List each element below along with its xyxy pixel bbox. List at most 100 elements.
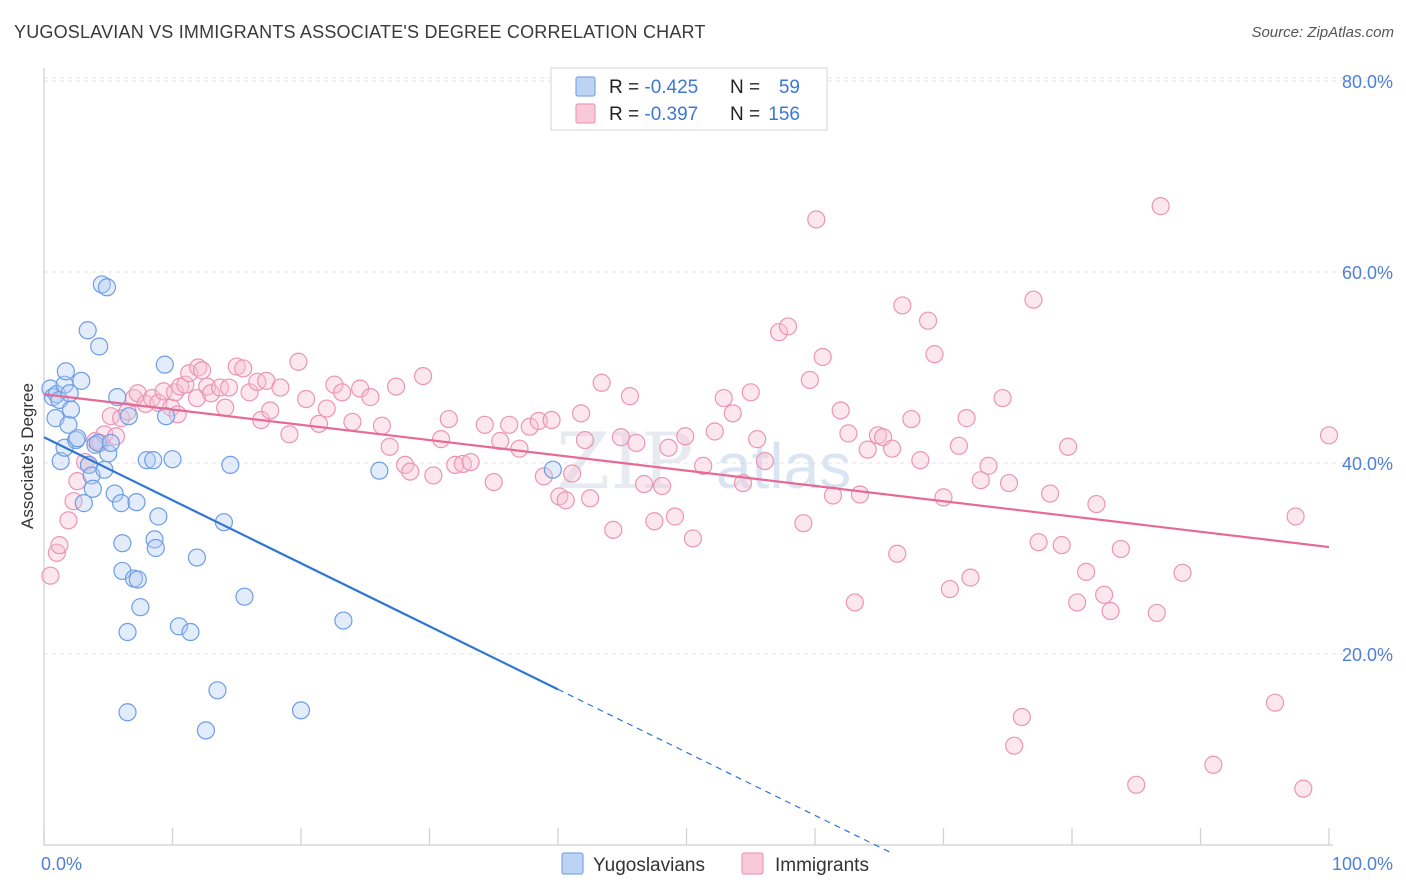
immigrants-point xyxy=(165,383,185,402)
immigrants-point xyxy=(1059,437,1078,456)
yugoslavians-point xyxy=(187,548,207,567)
immigrants-points xyxy=(41,197,1339,798)
x-tick-label-min: 0.0% xyxy=(41,854,82,874)
yugoslavians-point xyxy=(105,484,124,503)
immigrants-point xyxy=(993,388,1012,408)
immigrants-point xyxy=(1319,426,1339,445)
immigrants-point xyxy=(317,399,336,418)
immigrants-point xyxy=(882,439,902,458)
immigrants-point xyxy=(1052,536,1071,555)
yugoslavians-point xyxy=(169,617,189,636)
yugoslavians-point xyxy=(92,275,111,294)
immigrants-point xyxy=(1101,601,1120,621)
legend-r-value-2: -0.397 xyxy=(644,104,698,125)
immigrants-point xyxy=(611,428,631,447)
immigrants-point xyxy=(831,401,850,420)
immigrants-point xyxy=(683,529,703,548)
yugoslavians-point xyxy=(543,460,562,479)
immigrants-point xyxy=(888,544,907,563)
legend-n-label-1: N = xyxy=(730,77,760,98)
immigrants-point xyxy=(1029,533,1048,552)
immigrants-point xyxy=(778,317,798,336)
immigrants-point xyxy=(705,422,724,441)
immigrants-point xyxy=(325,375,344,394)
immigrants-point xyxy=(1151,197,1170,216)
yugoslavians-point xyxy=(78,321,97,340)
immigrants-point xyxy=(620,387,640,406)
chart-title: YUGOSLAVIAN VS IMMIGRANTS ASSOCIATE'S DE… xyxy=(14,22,706,42)
immigrants-point xyxy=(604,520,623,539)
x-tick-label-max: 100.0% xyxy=(1332,854,1393,874)
yugoslavians-point xyxy=(221,455,240,475)
immigrants-point xyxy=(343,412,362,432)
yugoslavians-point xyxy=(334,611,353,630)
x-ticks xyxy=(43,828,1330,845)
immigrants-point xyxy=(227,357,246,376)
immigrants-point xyxy=(794,514,813,533)
yugoslavians-point xyxy=(370,461,389,480)
yugoslavians-point xyxy=(56,362,75,381)
immigrants-point xyxy=(176,375,195,394)
immigrants-point xyxy=(280,425,299,444)
immigrants-point xyxy=(893,296,912,315)
legend-r-value-1: -0.425 xyxy=(644,77,698,98)
source-credit: Source: ZipAtlas.com xyxy=(1251,24,1394,41)
immigrants-point xyxy=(534,467,553,486)
immigrants-point xyxy=(529,411,548,431)
immigrants-point xyxy=(201,384,221,403)
immigrants-point xyxy=(999,473,1019,493)
immigrants-point xyxy=(652,476,672,496)
yugoslavians-point xyxy=(196,721,216,740)
y-tick-labels: 20.0% 40.0% 60.0% 80.0% xyxy=(1342,72,1393,665)
immigrants-point xyxy=(971,471,990,490)
immigrants-point xyxy=(413,366,433,386)
immigrants-point xyxy=(271,378,290,397)
immigrants-point xyxy=(1286,507,1305,526)
bottom-legend-label-yugoslavians: Yugoslavians xyxy=(593,855,705,876)
immigrants-point xyxy=(979,456,998,475)
yugoslavians-point xyxy=(68,429,87,448)
immigrants-point xyxy=(949,436,969,455)
immigrants-point xyxy=(634,474,654,494)
immigrants-point xyxy=(911,451,930,470)
immigrants-point xyxy=(234,359,253,378)
immigrants-point xyxy=(800,370,819,390)
yugoslavians-point xyxy=(72,371,91,390)
yugoslavians-point xyxy=(118,622,137,642)
yugoslavians-point xyxy=(111,494,131,513)
immigrants-point xyxy=(563,464,582,483)
yugoslavians-point xyxy=(99,444,118,463)
yugoslavians-point xyxy=(90,337,109,356)
immigrants-point xyxy=(572,404,591,423)
legend-r-label-2: R = xyxy=(609,104,644,125)
yugoslavians-point xyxy=(59,415,78,434)
bottom-legend-swatch-yugoslavians xyxy=(561,852,584,875)
immigrants-point xyxy=(1005,736,1024,755)
yugoslavians-point xyxy=(86,435,105,454)
immigrants-point xyxy=(556,491,575,510)
yugoslavians-point xyxy=(83,479,102,498)
immigrants-point xyxy=(627,433,646,453)
yugoslavians-point xyxy=(61,400,81,419)
y-tick-label: 40.0% xyxy=(1342,454,1393,474)
immigrants-point xyxy=(372,416,392,435)
yugoslavians-point xyxy=(128,570,147,589)
yugoslavians-point xyxy=(144,451,163,470)
immigrants-point xyxy=(1012,707,1031,727)
immigrants-point xyxy=(741,383,760,402)
immigrants-point xyxy=(714,388,733,408)
immigrants-point xyxy=(755,451,774,471)
immigrants-point xyxy=(659,438,678,457)
immigrants-point xyxy=(645,512,664,531)
immigrants-point xyxy=(380,437,399,456)
immigrants-point xyxy=(839,424,858,443)
yugoslavians-point xyxy=(208,681,227,700)
immigrants-point xyxy=(575,430,595,450)
immigrants-point xyxy=(1077,562,1096,581)
yugoslavians-point xyxy=(118,703,137,722)
immigrants-point xyxy=(1127,775,1146,794)
yugoslavians-point xyxy=(155,355,174,374)
yugoslavians-point xyxy=(137,451,156,470)
immigrants-trend-line xyxy=(43,393,1330,549)
immigrants-point xyxy=(261,401,280,420)
